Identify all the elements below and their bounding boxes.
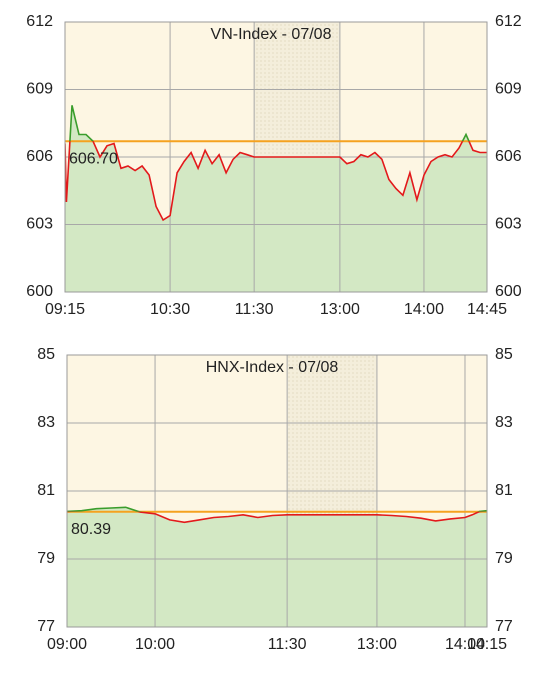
reference-label: 80.39	[71, 521, 111, 538]
y-tick-label-right: 603	[495, 216, 522, 233]
x-tick-label: 11:30	[268, 636, 307, 653]
y-tick-label: 606	[26, 148, 53, 165]
y-tick-label: 609	[26, 81, 53, 98]
x-tick-label: 13:00	[357, 636, 397, 653]
chart-title: HNX-Index - 07/08	[206, 359, 339, 376]
y-tick-label: 81	[37, 482, 55, 499]
y-tick-label-right: 79	[495, 550, 513, 567]
y-tick-label: 603	[26, 216, 53, 233]
y-tick-label-right: 600	[495, 283, 522, 300]
y-tick-label: 85	[37, 346, 55, 363]
x-tick-label: 14:45	[467, 301, 507, 318]
y-tick-label-right: 85	[495, 346, 513, 363]
plot-frame	[66, 354, 488, 628]
y-tick-label: 612	[26, 13, 53, 30]
area	[67, 507, 487, 627]
y-tick-label-right: 612	[495, 13, 522, 30]
line-below	[67, 511, 485, 524]
y-tick-label-right: 77	[495, 618, 513, 635]
x-tick-label: 14:00	[445, 636, 485, 653]
x-tick-label: 10:30	[150, 301, 190, 318]
y-tick-label-right: 81	[495, 482, 513, 499]
plot-frame	[64, 21, 488, 293]
reference-label: 606.70	[69, 150, 118, 167]
y-tick-label-right: 83	[495, 414, 513, 431]
x-tick-label: 13:00	[320, 301, 360, 318]
y-tick-label: 600	[26, 283, 53, 300]
line-above	[67, 506, 487, 512]
line-below	[65, 141, 487, 222]
y-tick-label: 79	[37, 550, 55, 567]
x-tick-label: 09:00	[47, 636, 87, 653]
chart-title: VN-Index - 07/08	[211, 26, 332, 43]
x-tick-label: 11:30	[235, 301, 274, 318]
y-tick-label-right: 606	[495, 148, 522, 165]
x-tick-label: 09:15	[45, 301, 85, 318]
x-tick-label: 10:00	[135, 636, 175, 653]
y-tick-label: 83	[37, 414, 55, 431]
x-tick-label: 14:15	[467, 636, 507, 653]
y-tick-label-right: 609	[495, 81, 522, 98]
x-tick-label: 14:00	[404, 301, 444, 318]
y-tick-label: 77	[37, 618, 55, 635]
